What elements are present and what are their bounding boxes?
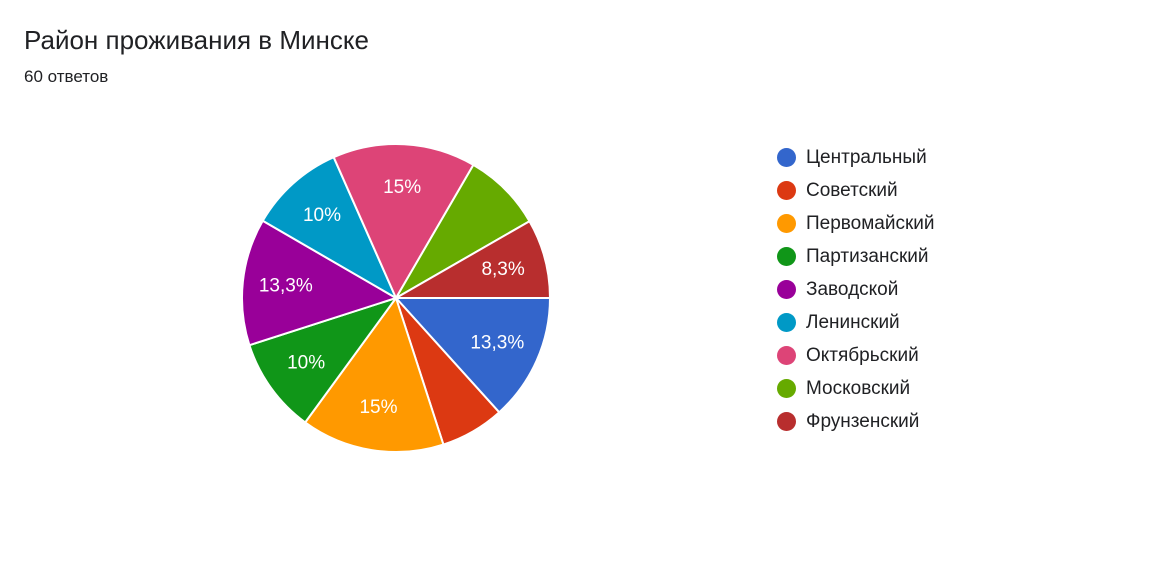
slice-value-label: 13,3% [259,276,313,297]
legend-label: Партизанский [806,245,929,267]
legend-swatch [777,148,796,167]
legend-item[interactable]: Первомайский [777,207,935,240]
legend-swatch [777,181,796,200]
chart-legend: Центральный Советский Первомайский Партизан… [777,141,935,438]
pie-slice-3[interactable] [304,297,445,453]
slice-value-label: 10% [287,352,325,373]
legend-swatch [777,346,796,365]
legend-item[interactable]: Ленинский [777,306,935,339]
legend-item[interactable]: Партизанский [777,240,935,273]
legend-label: Октябрьский [806,344,919,366]
legend-item[interactable]: Октябрьский [777,339,935,372]
legend-label: Ленинский [806,311,900,333]
slice-value-label: 10% [303,205,341,226]
slice-value-label: 15% [383,177,421,198]
legend-item[interactable]: Советский [777,174,935,207]
legend-swatch [777,280,796,299]
pie-slice-6[interactable] [261,156,397,299]
slice-value-label: 15% [359,397,397,418]
legend-item[interactable]: Заводской [777,273,935,306]
pie-slice-4[interactable] [248,297,397,424]
legend-swatch [777,247,796,266]
legend-item[interactable]: Московский [777,372,935,405]
pie-slice-7[interactable] [332,143,475,299]
pie-slice-9[interactable] [395,220,551,299]
legend-label: Московский [806,377,911,399]
legend-item[interactable]: Фрунзенский [777,405,935,438]
legend-swatch [777,379,796,398]
legend-label: Первомайский [806,212,935,234]
legend-label: Заводской [806,278,899,300]
legend-label: Центральный [806,146,927,168]
slice-value-label: 13,3% [470,333,524,354]
response-count: 60 ответов [24,67,109,86]
chart-title: Район проживания в Минске [24,25,369,55]
legend-swatch [777,214,796,233]
pie-slice-1[interactable] [395,297,551,414]
legend-label: Советский [806,179,898,201]
slice-value-label: 8,3% [481,259,524,280]
legend-label: Фрунзенский [806,410,920,432]
legend-item[interactable]: Центральный [777,141,935,174]
legend-swatch [777,412,796,431]
legend-swatch [777,313,796,332]
pie-slice-5[interactable] [241,219,397,347]
